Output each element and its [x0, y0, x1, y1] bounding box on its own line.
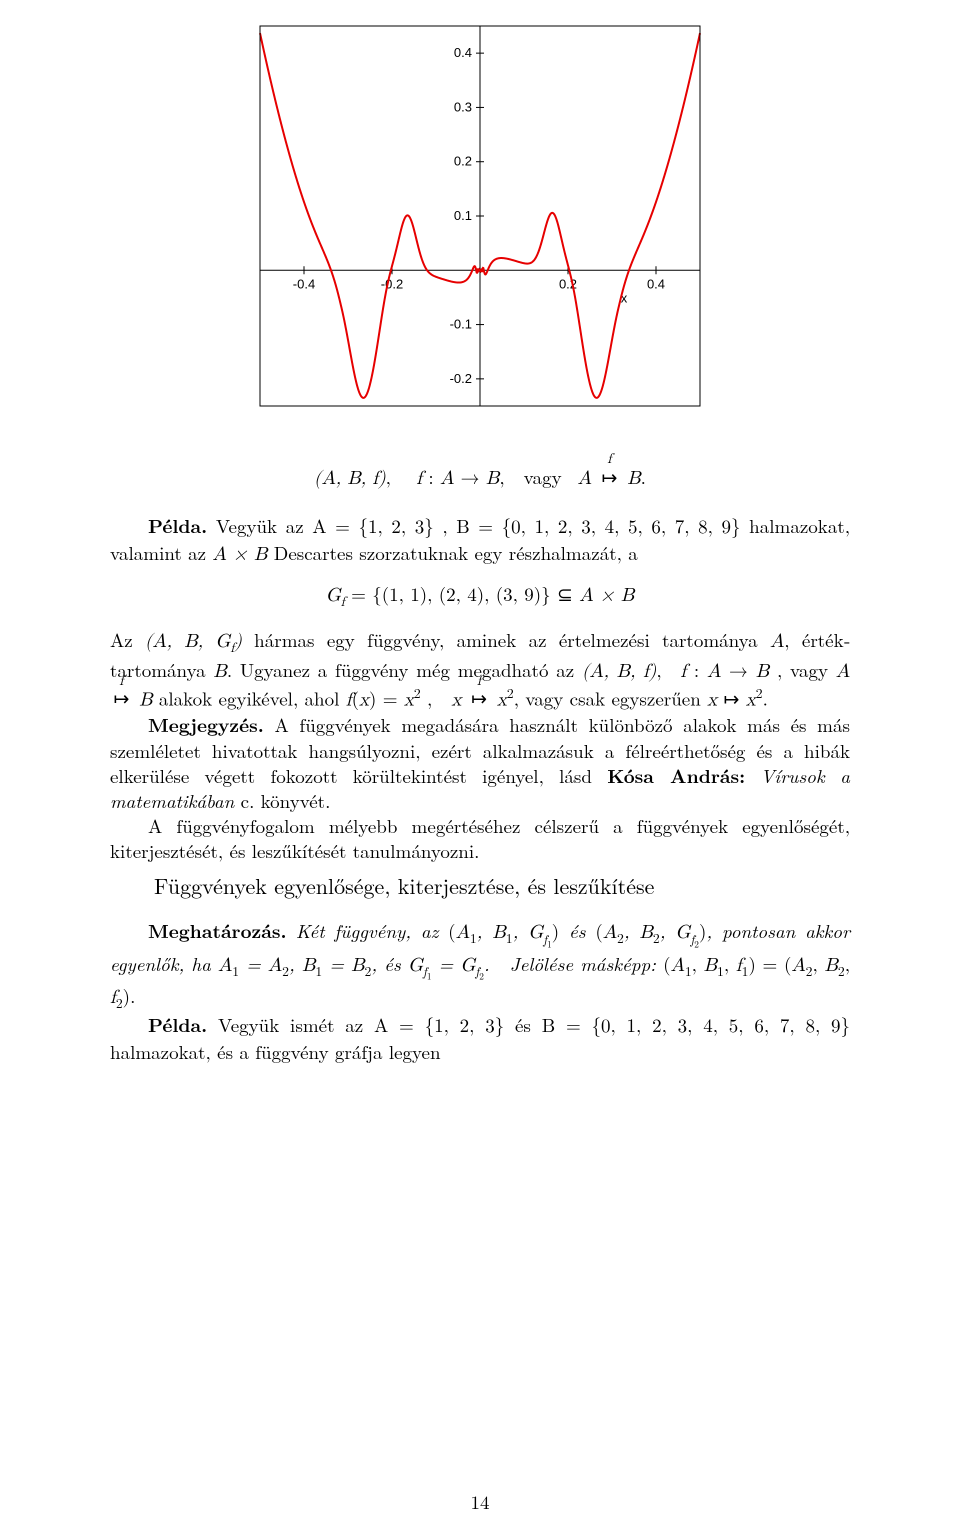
svg-text:0.3: 0.3 — [454, 99, 472, 114]
svg-text:-0.1: -0.1 — [450, 317, 472, 332]
section-title: Függvények egyenlősége, kiterjesztése, é… — [110, 871, 850, 900]
megjegyzes-label: Megjegyzés. — [148, 710, 264, 738]
svg-text:-0.4: -0.4 — [293, 276, 315, 291]
svg-text:-0.2: -0.2 — [450, 371, 472, 386]
display-gf: Gf = {(1, 1), (2, 4), (3, 9)} ⊆ A × B — [110, 581, 850, 611]
page-number: 14 — [0, 1488, 960, 1515]
svg-text:0.1: 0.1 — [454, 208, 472, 223]
mapsto-f: f — [598, 450, 621, 469]
example-1: Példa. Vegyük az A = {1, 2, 3} , B = {0,… — [110, 513, 850, 567]
definition: Meghatározás. Két függvény, az (A1, B1, … — [110, 918, 850, 1012]
svg-text:0.4: 0.4 — [454, 45, 472, 60]
function-chart: -0.4-0.20.20.4-0.2-0.10.10.20.30.4x — [240, 6, 720, 426]
notation-line: (A, B, f), f : A → B, vagy A f↦ B. — [110, 464, 850, 491]
body-text: (A, B, f), f : A → B, vagy A f↦ B. Példa… — [110, 464, 850, 1064]
svg-text:0.4: 0.4 — [647, 276, 665, 291]
after-display: Az (A, B, Gf) hármas egy függvény, amine… — [110, 627, 850, 712]
pelda-label: Példa. — [148, 511, 207, 539]
example-2: Példa. Vegyük ismét az A = {1, 2, 3} és … — [110, 1012, 850, 1064]
svg-text:-0.2: -0.2 — [381, 276, 403, 291]
svg-text:0.2: 0.2 — [454, 154, 472, 169]
remark: Megjegyzés. A függvények megadására hasz… — [110, 712, 850, 812]
meghat-label: Meghatározás. — [148, 916, 287, 944]
last-para: A függvényfogalom mélyebb megértéséhez c… — [110, 813, 850, 863]
page: -0.4-0.20.20.4-0.2-0.10.10.20.30.4x (A, … — [0, 0, 960, 1539]
chart-container: -0.4-0.20.20.4-0.2-0.10.10.20.30.4x — [110, 0, 850, 426]
